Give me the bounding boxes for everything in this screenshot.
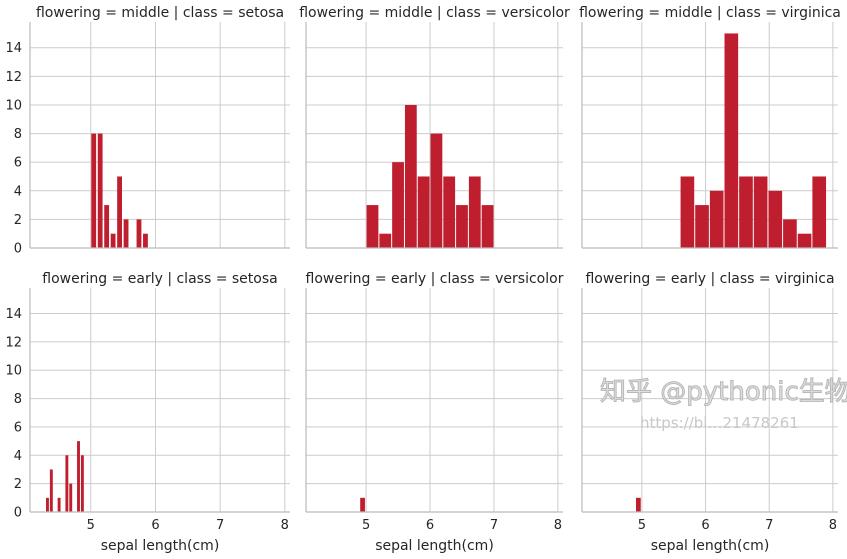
histogram-bar <box>392 162 404 248</box>
y-tick-label: 2 <box>14 213 22 228</box>
panel-title: flowering = early | class = virginica <box>585 271 834 287</box>
histogram-bar <box>695 205 709 248</box>
histogram-bar <box>46 497 49 512</box>
y-tick-label: 14 <box>5 307 22 322</box>
y-tick-label: 4 <box>14 449 22 464</box>
histogram-bar <box>739 176 753 248</box>
y-tick-label: 6 <box>14 420 22 435</box>
histogram-bar <box>481 205 494 248</box>
histogram-bar <box>97 133 103 248</box>
histogram-bar <box>404 104 417 248</box>
histogram-bar <box>724 33 739 248</box>
y-tick-label: 0 <box>14 506 22 521</box>
histogram-bar <box>57 497 61 512</box>
histogram-bar <box>753 176 768 248</box>
x-tick-label: 6 <box>151 518 159 533</box>
y-tick-label: 14 <box>5 41 22 56</box>
watermark-text: 知乎 @pythonic生物人 <box>600 377 847 407</box>
x-tick-label: 5 <box>87 518 95 533</box>
histogram-bar <box>366 205 379 248</box>
histogram-bar <box>65 455 69 512</box>
x-tick-label: 5 <box>638 518 646 533</box>
histogram-bar <box>123 219 129 248</box>
histogram-bar <box>797 233 812 248</box>
panel-title: flowering = middle | class = setosa <box>36 5 284 21</box>
x-tick-label: 7 <box>765 518 773 533</box>
y-tick-label: 10 <box>5 364 22 379</box>
x-tick-label: 5 <box>362 518 370 533</box>
histogram-bar <box>635 497 641 512</box>
histogram-bar <box>783 219 797 248</box>
histogram-bar <box>468 176 481 248</box>
x-tick-label: 8 <box>281 518 289 533</box>
x-tick-label: 8 <box>829 518 837 533</box>
panel-title: flowering = early | class = setosa <box>42 271 277 287</box>
histogram-bar <box>417 176 430 248</box>
histogram-bar <box>77 441 80 512</box>
histogram-bar <box>430 133 443 248</box>
x-tick-label: 8 <box>554 518 562 533</box>
y-tick-label: 4 <box>14 184 22 199</box>
histogram-bar <box>143 233 148 248</box>
x-axis-label: sepal length(cm) <box>375 538 494 554</box>
histogram-bar <box>136 219 142 248</box>
histogram-bar <box>443 176 456 248</box>
y-tick-label: 0 <box>14 242 22 257</box>
y-tick-label: 2 <box>14 477 22 492</box>
x-tick-label: 6 <box>426 518 434 533</box>
histogram-bar <box>110 233 116 248</box>
y-tick-label: 12 <box>5 335 22 350</box>
histogram-bar <box>768 190 783 248</box>
panel-title: flowering = middle | class = versicolor <box>299 5 570 21</box>
histogram-bar <box>680 176 695 248</box>
y-tick-label: 12 <box>5 70 22 85</box>
x-axis-label: sepal length(cm) <box>651 538 770 554</box>
panel-title: flowering = early | class = versicolor <box>306 271 564 287</box>
y-tick-label: 6 <box>14 156 22 171</box>
histogram-bar <box>117 176 122 248</box>
y-tick-label: 8 <box>14 127 22 142</box>
histogram-bar <box>812 176 827 248</box>
y-tick-label: 10 <box>5 98 22 113</box>
histogram-bar <box>91 133 97 248</box>
y-tick-label: 8 <box>14 392 22 407</box>
x-tick-label: 7 <box>216 518 224 533</box>
histogram-bar <box>709 190 724 248</box>
histogram-bar <box>360 497 365 512</box>
histogram-bar <box>80 455 84 512</box>
watermark-url: https://bl…21478261 <box>640 414 799 432</box>
panel-title: flowering = middle | class = virginica <box>579 5 841 21</box>
histogram-bar <box>69 483 73 512</box>
x-axis-label: sepal length(cm) <box>101 538 220 554</box>
histogram-bar <box>379 233 392 248</box>
histogram-bar <box>49 469 53 512</box>
x-tick-label: 7 <box>490 518 498 533</box>
histogram-bar <box>456 205 468 248</box>
histogram-bar <box>104 205 110 248</box>
x-tick-label: 6 <box>701 518 709 533</box>
